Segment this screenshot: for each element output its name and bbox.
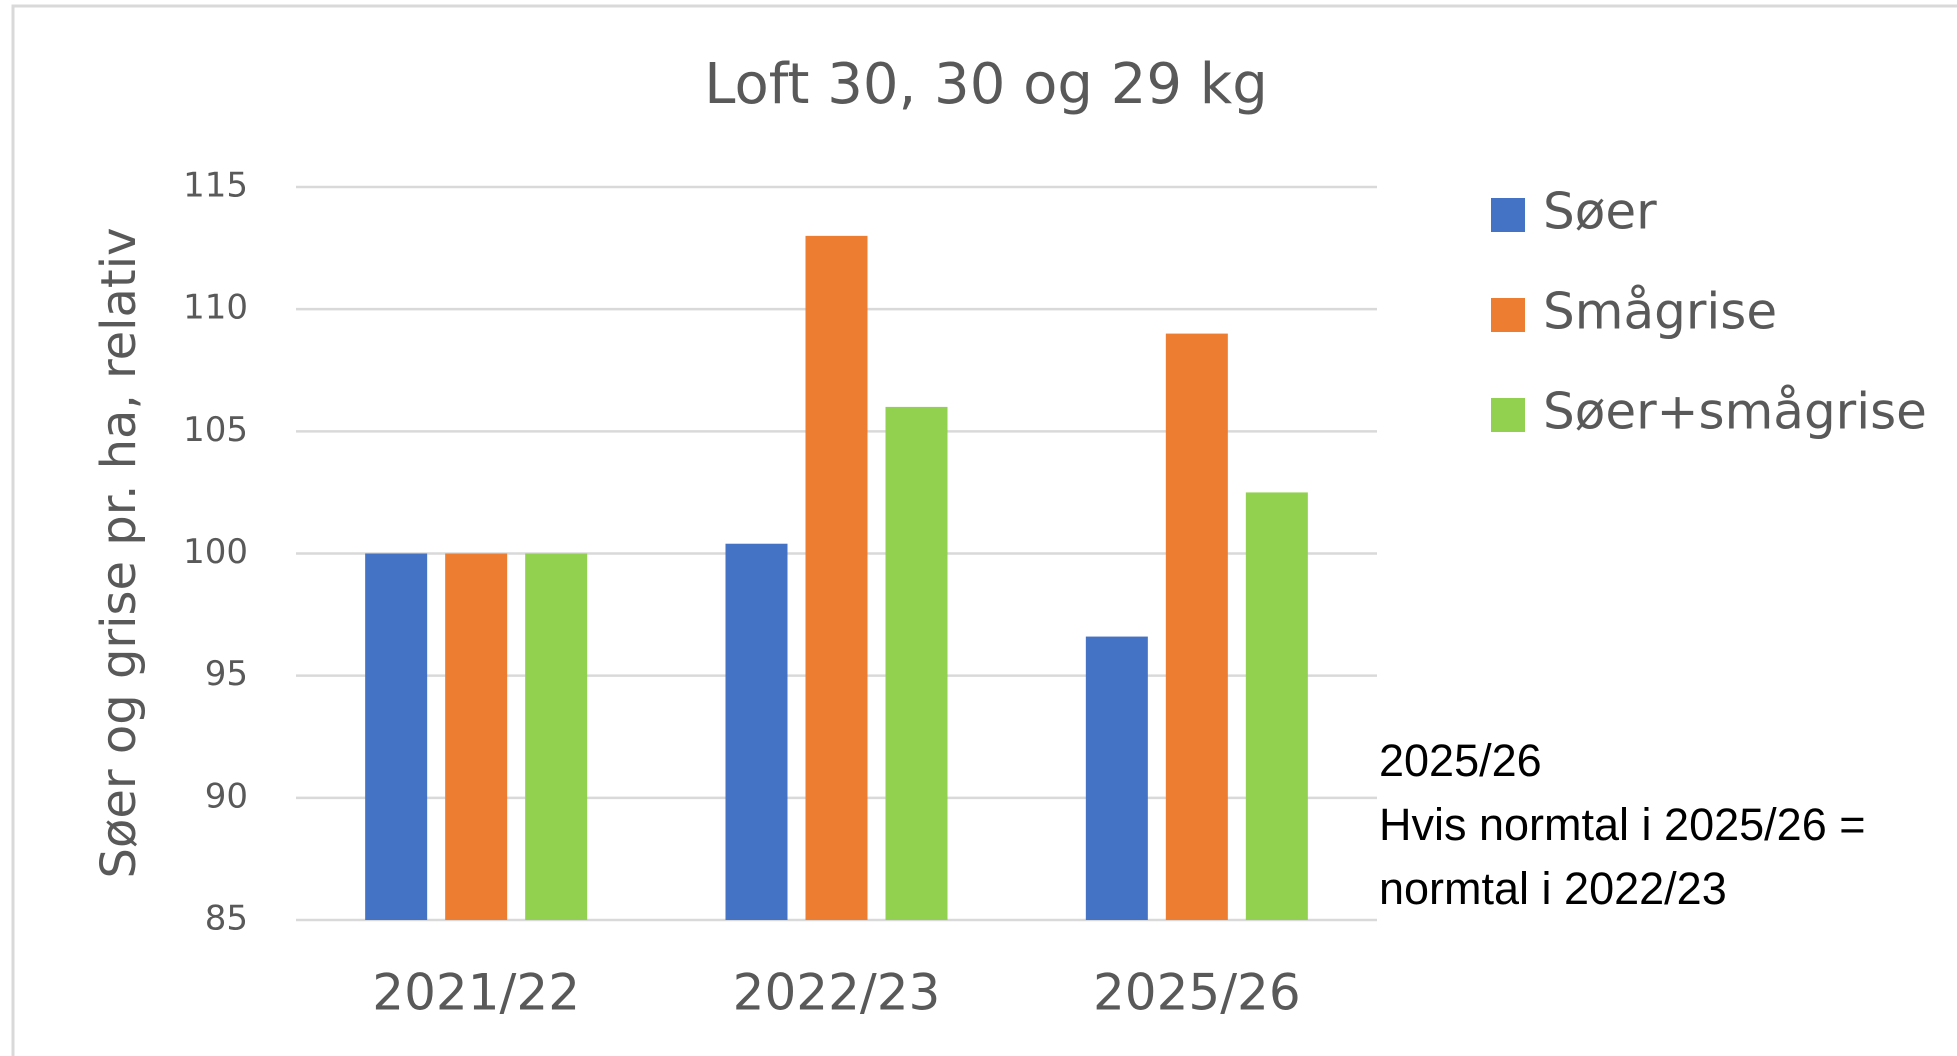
bar	[805, 235, 868, 920]
bar	[525, 553, 588, 920]
annotation: Hvis normtal i 2025/26 =	[1379, 799, 1866, 850]
annotation: normtal i 2022/23	[1379, 863, 1727, 914]
annotation: 2025/26	[1379, 735, 1542, 786]
legend-swatch	[1491, 398, 1525, 432]
legend-label: Søer	[1543, 183, 1657, 241]
x-tick-label: 2025/26	[1093, 964, 1301, 1022]
y-tick-label: 105	[183, 410, 248, 450]
bar	[1085, 636, 1148, 920]
bar	[445, 553, 508, 920]
y-tick-label: 115	[183, 166, 248, 206]
bar	[725, 543, 788, 920]
legend-label: Smågrise	[1543, 283, 1777, 341]
chart-title: Loft 30, 30 og 29 kg	[704, 52, 1268, 117]
bar	[885, 406, 948, 920]
bar	[1165, 333, 1228, 921]
y-tick-label: 95	[205, 654, 248, 694]
legend-swatch	[1491, 298, 1525, 332]
x-tick-label: 2022/23	[733, 964, 941, 1022]
bar	[1245, 492, 1308, 920]
legend-label: Søer+smågrise	[1543, 383, 1927, 441]
y-tick-label: 90	[205, 776, 248, 816]
bar	[365, 553, 428, 920]
y-axis-label: Søer og grise pr. ha, relativ	[91, 228, 147, 879]
chart-frame	[11, 4, 1957, 1056]
y-tick-label: 110	[183, 288, 248, 328]
x-tick-label: 2021/22	[372, 964, 580, 1022]
legend-swatch	[1491, 198, 1525, 232]
y-tick-label: 85	[205, 899, 248, 939]
y-tick-label: 100	[183, 532, 248, 572]
